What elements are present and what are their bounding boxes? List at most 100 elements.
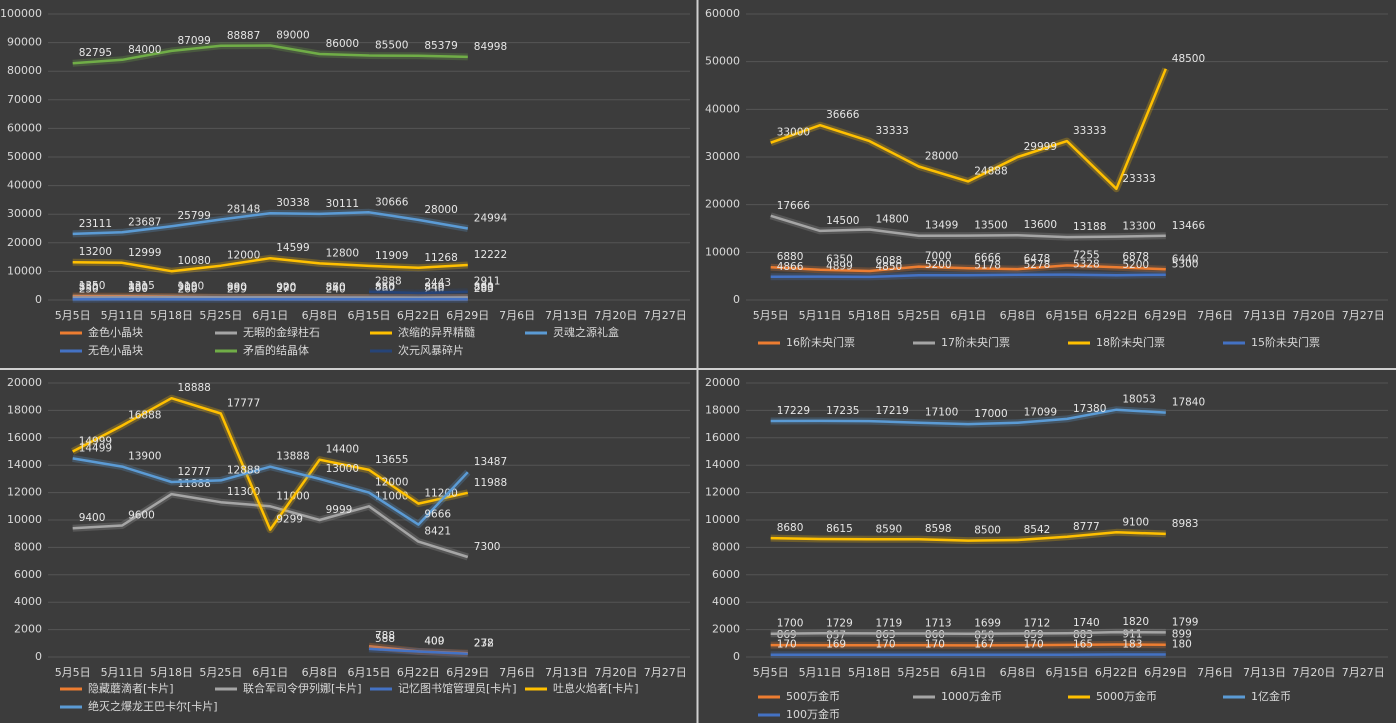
x-tick-label: 7月6日 bbox=[1197, 309, 1233, 322]
data-label: 900 bbox=[227, 281, 247, 293]
data-label: 13200 bbox=[79, 246, 112, 258]
y-tick-label: 2000 bbox=[14, 623, 42, 636]
data-label: 2888 bbox=[375, 276, 402, 288]
data-label: 8777 bbox=[1073, 521, 1100, 533]
x-tick-label: 6月22日 bbox=[1095, 666, 1138, 679]
data-label: 1190 bbox=[177, 281, 204, 293]
data-label: 270 bbox=[276, 283, 296, 295]
data-label: 33333 bbox=[1073, 125, 1106, 137]
data-label: 13188 bbox=[1073, 221, 1106, 233]
y-tick-label: 10000 bbox=[7, 264, 42, 277]
y-tick-label: 60000 bbox=[7, 121, 42, 134]
data-label: 17235 bbox=[826, 405, 859, 417]
data-label: 8615 bbox=[826, 523, 853, 535]
series-line bbox=[770, 68, 1167, 191]
chart-panel: 0 2000 4000 6000 8000 10000 12000 14000 16000 180… bbox=[7, 376, 690, 713]
x-tick-label: 6月1日 bbox=[950, 666, 986, 679]
data-label: 4899 bbox=[826, 261, 853, 273]
x-tick-label: 7月6日 bbox=[499, 309, 535, 322]
data-label: 17666 bbox=[777, 200, 811, 212]
data-label: 272 bbox=[474, 637, 494, 649]
x-tick-label: 6月8日 bbox=[302, 666, 338, 679]
x-tick-label: 5月18日 bbox=[150, 309, 193, 322]
x-tick-label: 7月27日 bbox=[644, 666, 687, 679]
x-tick-label: 5月5日 bbox=[55, 666, 91, 679]
data-label: 1712 bbox=[1024, 618, 1051, 630]
data-label: 920 bbox=[276, 281, 296, 293]
data-label: 2911 bbox=[474, 276, 501, 288]
data-label: 17219 bbox=[875, 405, 908, 417]
y-tick-label: 16000 bbox=[7, 431, 42, 444]
y-tick-label: 8000 bbox=[712, 540, 740, 553]
x-tick-label: 5月11日 bbox=[101, 666, 144, 679]
data-label: 48500 bbox=[1172, 53, 1205, 65]
x-tick-label: 7月13日 bbox=[545, 666, 588, 679]
legend-label: 100万金币 bbox=[786, 707, 840, 721]
legend-label: 17阶未央门票 bbox=[941, 335, 1010, 349]
data-label: 24994 bbox=[474, 213, 508, 225]
y-tick-label: 50000 bbox=[705, 55, 740, 68]
data-label: 14599 bbox=[276, 242, 309, 254]
x-tick-label: 5月11日 bbox=[101, 309, 144, 322]
data-label: 23111 bbox=[79, 218, 112, 230]
data-label: 850 bbox=[375, 282, 395, 294]
data-label: 6088 bbox=[875, 255, 902, 267]
y-tick-label: 50000 bbox=[7, 150, 42, 163]
y-tick-label: 20000 bbox=[7, 236, 42, 249]
y-tick-label: 20000 bbox=[705, 376, 740, 389]
y-tick-label: 60000 bbox=[705, 7, 740, 20]
data-label: 180 bbox=[1172, 639, 1192, 651]
y-tick-label: 70000 bbox=[7, 93, 42, 106]
data-label: 16888 bbox=[128, 410, 161, 422]
data-label: 28148 bbox=[227, 203, 260, 215]
legend-label: 1亿金币 bbox=[1251, 689, 1291, 703]
data-label: 33000 bbox=[777, 127, 810, 139]
data-label: 9400 bbox=[79, 512, 106, 524]
x-tick-label: 6月29日 bbox=[446, 666, 489, 679]
data-label: 4850 bbox=[875, 261, 902, 273]
data-label: 30666 bbox=[375, 196, 409, 208]
x-tick-label: 5月25日 bbox=[199, 309, 242, 322]
x-tick-label: 5月5日 bbox=[753, 666, 789, 679]
series-line bbox=[368, 290, 468, 295]
data-label: 14999 bbox=[79, 436, 112, 448]
data-label: 588 bbox=[375, 633, 395, 645]
x-tick-label: 7月13日 bbox=[1243, 666, 1286, 679]
legend-label: 次元风暴碎片 bbox=[398, 343, 464, 357]
data-label: 25799 bbox=[177, 210, 210, 222]
data-label: 13888 bbox=[276, 451, 309, 463]
data-label: 860 bbox=[925, 629, 945, 641]
data-label: 8983 bbox=[1172, 518, 1199, 530]
y-tick-label: 0 bbox=[35, 650, 42, 663]
data-label: 12777 bbox=[177, 466, 210, 478]
x-tick-label: 6月1日 bbox=[252, 309, 288, 322]
data-label: 170 bbox=[925, 639, 945, 651]
data-label: 899 bbox=[1172, 629, 1192, 641]
data-label: 850 bbox=[974, 629, 994, 641]
data-label: 1820 bbox=[1122, 616, 1149, 628]
y-tick-label: 18000 bbox=[7, 403, 42, 416]
data-label: 1700 bbox=[777, 618, 804, 630]
data-label: 6350 bbox=[826, 254, 853, 266]
x-tick-label: 5月18日 bbox=[848, 309, 891, 322]
data-label: 82795 bbox=[79, 47, 112, 59]
x-tick-label: 6月15日 bbox=[1046, 666, 1089, 679]
data-label: 8500 bbox=[974, 525, 1001, 537]
data-label: 250 bbox=[79, 283, 99, 295]
x-tick-label: 5月11日 bbox=[799, 666, 842, 679]
data-label: 11909 bbox=[375, 250, 408, 262]
data-label: 860 bbox=[326, 282, 346, 294]
x-tick-label: 6月29日 bbox=[1144, 309, 1187, 322]
data-label: 13466 bbox=[1172, 220, 1206, 232]
data-label: 880 bbox=[128, 281, 148, 293]
data-label: 86000 bbox=[326, 38, 359, 50]
data-label: 17229 bbox=[777, 405, 810, 417]
data-label: 14499 bbox=[79, 442, 112, 454]
x-tick-label: 6月15日 bbox=[348, 666, 391, 679]
x-tick-label: 7月13日 bbox=[1243, 309, 1286, 322]
data-label: 14400 bbox=[326, 444, 359, 456]
data-label: 5300 bbox=[1172, 259, 1199, 271]
y-tick-label: 4000 bbox=[14, 595, 42, 608]
data-label: 7300 bbox=[474, 541, 501, 553]
